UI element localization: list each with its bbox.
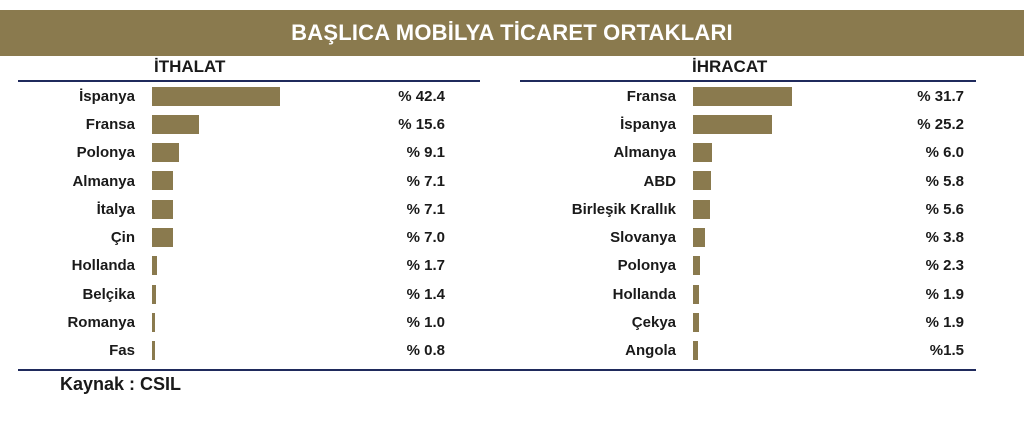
category-label: Fas (109, 342, 135, 360)
bar (693, 284, 699, 304)
bar-row: Almanya % 7.1 (18, 167, 480, 195)
bar-row: Polonya % 2.3 (520, 252, 976, 280)
bar (152, 143, 180, 163)
value-label: % 2.3 (925, 257, 964, 275)
bar-row: Fas % 0.8 (18, 337, 480, 365)
value-label: % 31.7 (917, 87, 964, 105)
bottom-divider (18, 369, 976, 371)
category-label: Fransa (85, 115, 135, 133)
value-label: % 7.0 (406, 229, 445, 247)
bar-row: Fransa % 15.6 (18, 110, 480, 138)
value-label: % 6.0 (925, 144, 964, 162)
value-label: % 1.9 (925, 285, 964, 303)
bar-row: Angola %1.5 (520, 337, 976, 365)
value-label: % 1.4 (406, 285, 445, 303)
bar (152, 171, 174, 191)
category-label: Çin (110, 229, 135, 247)
bar-row: Fransa % 31.7 (520, 82, 976, 110)
bar (152, 284, 157, 304)
bar (152, 341, 155, 361)
bar (693, 143, 712, 163)
bar (152, 227, 174, 247)
value-label: % 3.8 (925, 229, 964, 247)
bar-row: İspanya % 42.4 (18, 82, 480, 110)
bar-row: İtalya % 7.1 (18, 195, 480, 223)
bar (693, 114, 772, 134)
category-label: Hollanda (612, 285, 676, 303)
category-label: İtalya (96, 200, 135, 218)
bar (693, 256, 701, 276)
category-label: Romanya (67, 314, 135, 332)
value-label: % 7.1 (406, 200, 445, 218)
bar-row: Hollanda % 1.7 (18, 252, 480, 280)
imports-bar-chart: İspanya % 42.4 Fransa % 15.6 Polonya % 9.1 Alm… (18, 82, 480, 365)
category-label: Fransa (626, 87, 676, 105)
category-label: Belçika (82, 285, 135, 303)
category-label: Polonya (76, 144, 135, 162)
value-label: % 1.9 (925, 314, 964, 332)
category-label: ABD (643, 172, 677, 190)
exports-bar-chart: Fransa % 31.7 İspanya % 25.2 Almanya % 6.0 ABD… (520, 82, 976, 365)
bar-row: Romanya % 1.0 (18, 308, 480, 336)
bar (693, 86, 792, 106)
bar (152, 256, 158, 276)
bar-row: Almanya % 6.0 (520, 139, 976, 167)
source-note: Kaynak : CSIL (60, 374, 182, 394)
bar-row: ABD % 5.8 (520, 167, 976, 195)
category-label: Hollanda (71, 257, 135, 275)
exports-heading: İHRACAT (520, 57, 976, 82)
bar-row: Polonya % 9.1 (18, 139, 480, 167)
bar-row: Çin % 7.0 (18, 223, 480, 251)
bar (152, 199, 174, 219)
bar (152, 312, 156, 332)
bar (693, 227, 705, 247)
imports-panel: İTHALAT İspanya % 42.4 Fransa % 15.6 Polonya… (18, 57, 480, 365)
category-label: Angola (625, 342, 676, 360)
value-label: %1.5 (929, 342, 964, 360)
bar-row: Belçika % 1.4 (18, 280, 480, 308)
chart-title: BAŞLICA MOBİLYA TİCARET ORTAKLARI (291, 20, 733, 45)
value-label: % 1.7 (406, 257, 445, 275)
value-label: % 15.6 (398, 115, 445, 133)
value-label: % 1.0 (406, 314, 445, 332)
bar (693, 312, 699, 332)
exports-panel: İHRACAT Fransa % 31.7 İspanya % 25.2 Almanya… (520, 57, 976, 365)
category-label: Almanya (72, 172, 135, 190)
category-label: Slovanya (610, 229, 676, 247)
bar (152, 86, 280, 106)
bar-row: İspanya % 25.2 (520, 110, 976, 138)
category-label: İspanya (620, 115, 676, 133)
bar-row: Çekya % 1.9 (520, 308, 976, 336)
category-label: Çekya (631, 314, 676, 332)
value-label: % 5.6 (925, 200, 964, 218)
value-label: % 7.1 (406, 172, 445, 190)
category-label: Birleşik Krallık (571, 200, 676, 218)
bar (152, 114, 200, 134)
value-label: % 9.1 (406, 144, 445, 162)
imports-title: İTHALAT (154, 57, 226, 76)
bar-row: Hollanda % 1.9 (520, 280, 976, 308)
bar (693, 341, 698, 361)
bar (693, 199, 711, 219)
bar-row: Birleşik Krallık % 5.6 (520, 195, 976, 223)
bar-row: Slovanya % 3.8 (520, 223, 976, 251)
title-banner: BAŞLICA MOBİLYA TİCARET ORTAKLARI (0, 10, 1024, 56)
category-label: İspanya (79, 87, 135, 105)
exports-title: İHRACAT (692, 57, 768, 76)
value-label: % 25.2 (917, 115, 964, 133)
bar (693, 171, 712, 191)
value-label: % 0.8 (406, 342, 445, 360)
value-label: % 42.4 (398, 87, 445, 105)
category-label: Almanya (613, 144, 676, 162)
value-label: % 5.8 (925, 172, 964, 190)
category-label: Polonya (617, 257, 676, 275)
imports-heading: İTHALAT (18, 57, 480, 82)
